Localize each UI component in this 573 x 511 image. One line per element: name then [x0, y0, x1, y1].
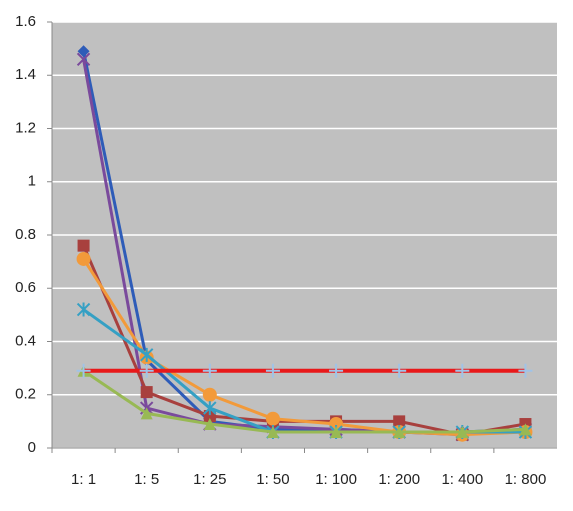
x-tick-label: 1: 5 — [134, 471, 159, 488]
marker — [393, 426, 406, 439]
marker — [140, 386, 153, 399]
y-tick-label: 0.4 — [15, 332, 36, 349]
y-tick-label: 1.6 — [15, 13, 36, 30]
marker — [203, 410, 216, 423]
x-tick-label: 1: 50 — [256, 471, 289, 488]
y-tick-label: 0.6 — [15, 279, 36, 296]
x-tick-label: 1: 200 — [378, 471, 420, 488]
marker — [203, 418, 216, 431]
x-tick-label: 1: 25 — [193, 471, 226, 488]
marker — [76, 52, 91, 66]
x-tick-label: 1: 800 — [505, 471, 547, 488]
marker — [140, 407, 153, 420]
marker — [76, 363, 91, 378]
marker — [202, 387, 217, 402]
marker — [77, 45, 90, 58]
y-tick-label: 0.2 — [15, 386, 36, 403]
marker — [330, 426, 343, 439]
x-tick-label: 1: 100 — [315, 471, 357, 488]
marker — [203, 401, 217, 416]
marker — [77, 239, 90, 252]
marker — [76, 251, 91, 266]
marker — [265, 411, 280, 426]
marker — [76, 302, 91, 317]
marker — [519, 423, 532, 436]
y-tick-label: 1 — [28, 173, 36, 190]
marker — [455, 363, 470, 378]
x-tick-label: 1: 400 — [441, 471, 483, 488]
marker — [266, 426, 279, 439]
y-tick-label: 0.8 — [15, 226, 36, 243]
x-tick-label: 1: 1 — [71, 471, 96, 488]
marker — [518, 363, 533, 378]
y-tick-label: 1.4 — [15, 66, 36, 83]
marker — [392, 363, 407, 378]
marker — [456, 426, 469, 439]
marker — [139, 363, 154, 378]
marker — [139, 347, 154, 362]
marker — [202, 363, 217, 378]
marker — [393, 415, 406, 428]
y-tick-label: 0 — [28, 439, 36, 456]
marker — [329, 363, 344, 378]
marker — [265, 363, 280, 378]
series-line — [82, 369, 526, 434]
y-tick-label: 1.2 — [15, 119, 36, 136]
